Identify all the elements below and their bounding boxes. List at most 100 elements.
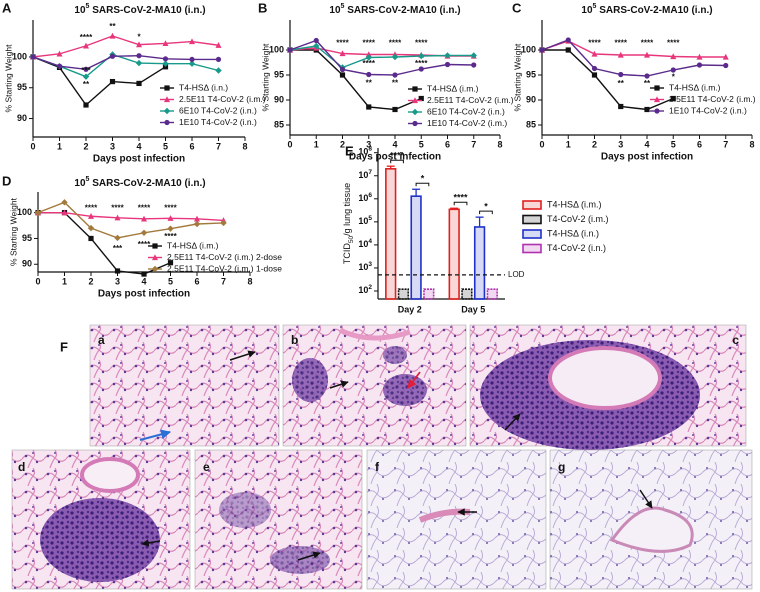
data-point (61, 209, 68, 216)
data-point (418, 95, 424, 102)
data-point (618, 71, 624, 78)
lod-label: LOD (508, 270, 525, 279)
data-point (618, 103, 624, 110)
legend-label: 2.5E11 T4-CoV-2 (i.m.) (179, 94, 266, 104)
x-tick-label: 8 (497, 139, 502, 149)
data-point (365, 54, 372, 61)
x-tick-label: 7 (216, 141, 221, 151)
legend-label: T4-HSΔ (i.n.) (547, 228, 599, 238)
significance-label: **** (138, 240, 151, 249)
tick-base: 10 (358, 239, 368, 249)
x-tick-label: 2 (592, 139, 597, 149)
significance-label: ** (83, 80, 90, 89)
data-point (696, 62, 703, 68)
data-point (444, 61, 451, 68)
title-text: SARS-CoV-2-MA10 (i.n.) (344, 5, 460, 16)
data-point (392, 106, 398, 113)
data-point (287, 47, 293, 53)
legend-marker (164, 85, 170, 91)
data-point (83, 42, 89, 49)
legend-label: T4-HSΔ (i.m.) (547, 199, 602, 209)
panel-letter: B (258, 0, 267, 15)
legend-label: 6E10 T4-CoV-2 (i.n.) (427, 106, 505, 116)
title-text: SARS-CoV-2-MA10 (i.n.) (89, 5, 205, 16)
title-exponent: 5 (593, 3, 597, 10)
significance-bracket (479, 210, 493, 215)
legend-label: 2.5E11 T4-CoV-2 (i.m.) 1-dose (167, 263, 282, 273)
data-point (539, 47, 545, 53)
data-point (61, 199, 68, 206)
data-point (470, 52, 477, 59)
x-tick-label: 3 (115, 276, 120, 286)
data-point (215, 56, 222, 63)
arrow (639, 489, 653, 509)
significance-bracket (390, 159, 404, 164)
panel-label: g (558, 460, 565, 474)
data-point (87, 224, 95, 232)
data-point (167, 215, 174, 221)
title-base: 10 (329, 5, 341, 16)
data-point (722, 53, 729, 60)
tick-exponent: 6 (368, 192, 372, 199)
x-tick-label: Day 2 (398, 304, 422, 314)
significance-label: **** (80, 33, 93, 42)
series-line (289, 39, 474, 76)
legend-label: T4-HSΔ (i.m.) (167, 240, 219, 250)
x-tick-label: 2 (83, 141, 88, 151)
arrow (141, 539, 161, 547)
x-tick-label: 0 (30, 141, 35, 151)
tick-base: 10 (358, 216, 368, 226)
histology-image (89, 324, 280, 447)
legend-marker (152, 243, 158, 249)
data-point (313, 37, 319, 44)
x-tick-label: 4 (644, 139, 649, 149)
y-tick-label: 100 (12, 51, 27, 61)
tick-exponent: 5 (368, 215, 372, 222)
data-point (644, 106, 650, 113)
data-point (136, 41, 142, 48)
data-point (189, 56, 195, 63)
arrow (504, 413, 521, 431)
y-tick-label: 95 (22, 233, 32, 243)
panel-label: e (203, 460, 210, 474)
data-point (366, 71, 372, 78)
y-tick-label: 103 (358, 261, 372, 273)
x-tick-label: 1 (62, 276, 67, 286)
data-point (670, 67, 676, 73)
significance-label: **** (641, 39, 654, 48)
data-point (83, 102, 89, 108)
significance-label: **** (415, 39, 428, 48)
data-point (670, 53, 677, 60)
chart-title: 105 SARS-CoV-2-MA10 (i.n.) (581, 3, 712, 16)
series-line (289, 45, 474, 69)
infiltrate (40, 498, 160, 582)
legend-marker (654, 85, 660, 91)
x-tick-label: 0 (35, 276, 40, 286)
infiltrate (292, 358, 328, 402)
y-tick-label: 100 (521, 44, 536, 54)
bar (385, 168, 397, 300)
airway (80, 457, 140, 493)
x-tick-label: 7 (723, 139, 728, 149)
legend-swatch (522, 229, 542, 239)
legend-swatch (522, 243, 542, 254)
data-point (644, 51, 650, 58)
data-point (591, 50, 598, 57)
y-tick-label: 85 (526, 119, 536, 129)
significance-label: * (672, 73, 676, 82)
data-point (30, 54, 36, 60)
data-point (313, 42, 320, 50)
tick-exponent: 2 (368, 284, 372, 291)
data-point (162, 40, 169, 46)
y-axis-label: % Starting Weight (260, 43, 270, 112)
data-point (591, 65, 598, 72)
tick-base: 10 (358, 285, 368, 295)
x-tick-label: 7 (471, 139, 476, 149)
chart-title: 105 SARS-CoV-2-MA10 (i.n.) (74, 176, 205, 189)
data-point (141, 271, 147, 277)
legend-label: T4-HSΔ (i.m.) (427, 83, 479, 93)
y-tick-label: 100 (17, 207, 32, 217)
y-tick-label: 95 (274, 69, 284, 79)
significance-label: **** (389, 39, 402, 48)
significance-label: * (484, 202, 488, 212)
